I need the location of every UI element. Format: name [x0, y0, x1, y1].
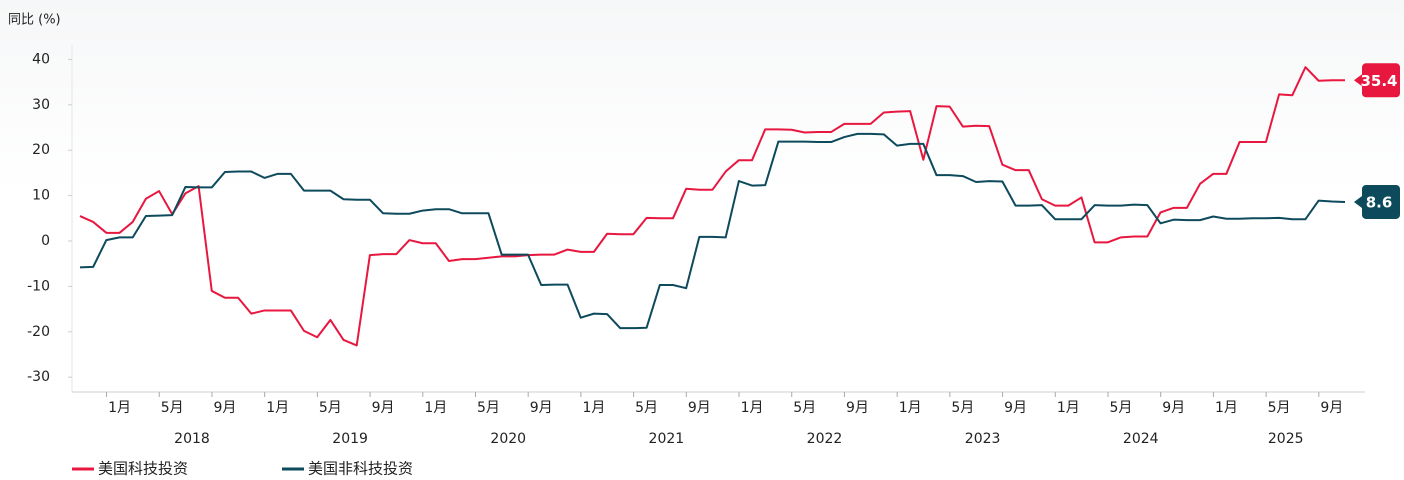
x-group-label: 2019 — [332, 431, 368, 447]
x-tick-label: 1月 — [108, 400, 131, 416]
y-tick-label: -30 — [27, 369, 50, 385]
line-series — [79, 132, 1346, 330]
x-tick-label: 9月 — [1162, 400, 1185, 416]
end-label-box — [1354, 184, 1400, 219]
y-tick-label: 0 — [41, 233, 50, 249]
x-tick-label: 1月 — [424, 400, 447, 416]
x-tick-label: 5月 — [1268, 400, 1291, 416]
x-tick-label: 1月 — [582, 400, 605, 416]
y-tick-label: 40 — [32, 51, 50, 67]
line-series — [79, 66, 1345, 347]
x-group-label: 2021 — [649, 431, 685, 447]
legend-label: 美国科技投资 — [98, 460, 188, 478]
x-tick-label: 9月 — [688, 400, 711, 416]
legend-label: 美国非科技投资 — [308, 460, 413, 478]
y-tick-label: 10 — [32, 188, 50, 204]
x-tick-label: 9月 — [1004, 400, 1027, 416]
x-group-label: 2020 — [490, 431, 526, 447]
x-tick-label: 9月 — [530, 400, 553, 416]
x-tick-label: 1月 — [899, 400, 922, 416]
x-tick-label: 1月 — [741, 400, 764, 416]
x-tick-label: 5月 — [319, 400, 342, 416]
x-tick-label: 5月 — [161, 400, 184, 416]
end-label: 35.4 — [1360, 72, 1397, 90]
x-tick-label: 5月 — [635, 400, 658, 416]
y-tick-label: 20 — [32, 142, 50, 158]
end-label: 8.6 — [1366, 193, 1393, 211]
x-tick-label: 1月 — [266, 400, 289, 416]
x-tick-label: 9月 — [1320, 400, 1343, 416]
x-tick-label: 5月 — [793, 400, 816, 416]
x-group-label: 2025 — [1268, 431, 1304, 447]
x-tick-label: 9月 — [846, 400, 869, 416]
y-tick-label: -20 — [27, 324, 50, 340]
x-tick-label: 1月 — [1057, 400, 1080, 416]
x-group-label: 2024 — [1123, 431, 1159, 447]
x-tick-label: 5月 — [1110, 400, 1133, 416]
x-tick-label: 9月 — [213, 400, 236, 416]
x-tick-label: 1月 — [1215, 400, 1238, 416]
x-group-label: 2022 — [807, 431, 843, 447]
y-tick-label: 30 — [32, 97, 50, 113]
end-label-box — [1354, 63, 1400, 98]
x-tick-label: 9月 — [372, 400, 395, 416]
x-tick-label: 5月 — [477, 400, 500, 416]
x-group-label: 2018 — [174, 431, 210, 447]
x-tick-label: 5月 — [951, 400, 974, 416]
y-tick-label: -10 — [27, 278, 50, 294]
x-group-label: 2023 — [965, 431, 1001, 447]
y-axis-label: 同比 (%) — [8, 13, 61, 28]
